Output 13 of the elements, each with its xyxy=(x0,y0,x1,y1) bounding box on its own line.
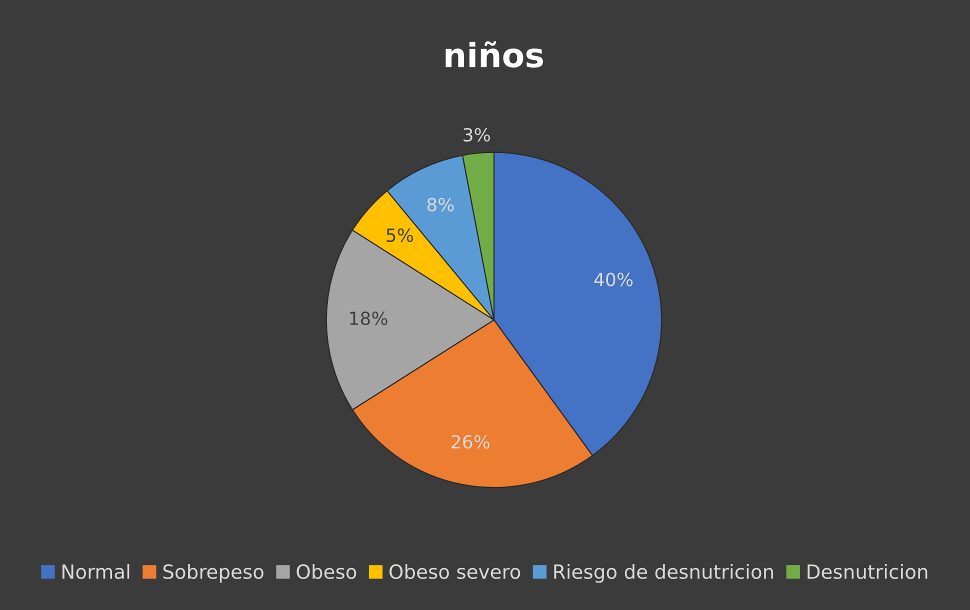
data-label: 5% xyxy=(386,228,414,242)
chart-title: niños xyxy=(446,41,543,68)
data-label: 40% xyxy=(594,272,633,286)
legend-label: Desnutricion xyxy=(808,564,928,580)
legend-label: Obeso xyxy=(296,564,356,580)
data-label: 3% xyxy=(464,128,490,142)
data-label: 8% xyxy=(427,198,454,212)
legend-label: Riesgo de desnutricion xyxy=(554,564,774,583)
legend-label: Sobrepeso xyxy=(163,564,264,583)
data-label: 18% xyxy=(350,312,388,326)
legend-label: Obeso severo xyxy=(389,564,520,580)
legend-label: Normal xyxy=(62,564,130,580)
data-label: 26% xyxy=(452,435,490,449)
